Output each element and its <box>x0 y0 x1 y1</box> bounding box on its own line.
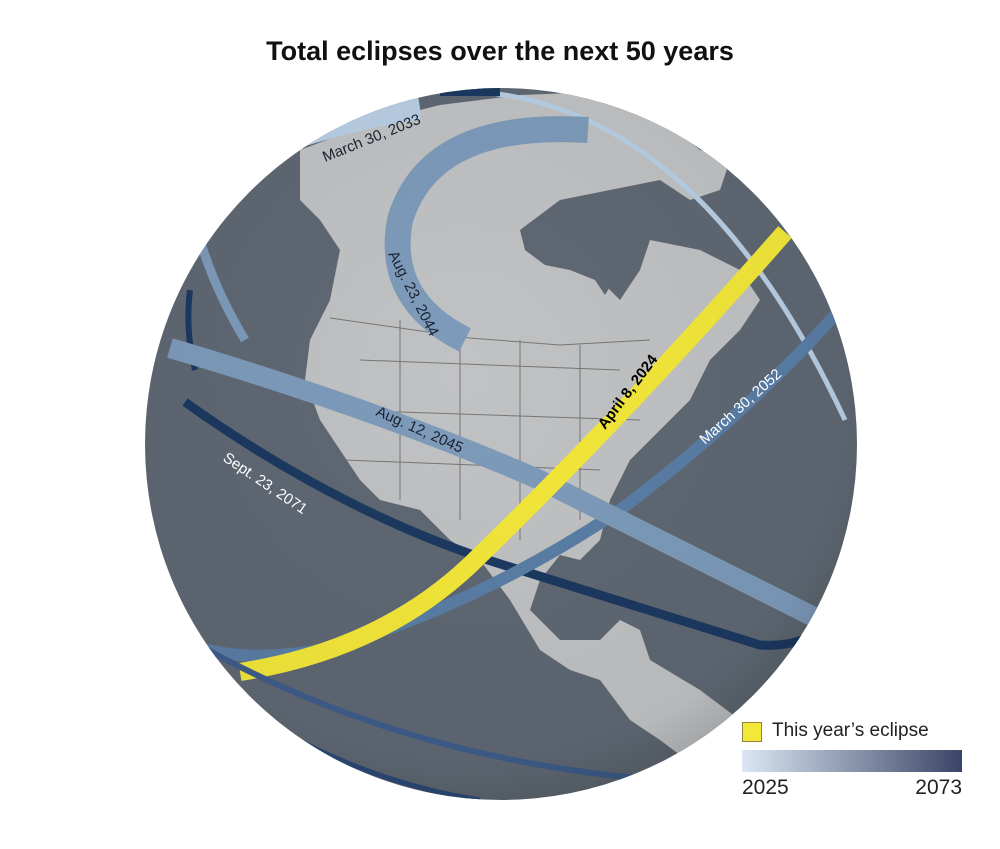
chart-title: Total eclipses over the next 50 years <box>266 36 734 66</box>
legend-year-gradient <box>742 750 962 772</box>
legend-scale-max: 2073 <box>915 776 962 799</box>
legend-this-year-label: This year’s eclipse <box>772 720 929 741</box>
legend-scale-min: 2025 <box>742 776 789 799</box>
legend-swatch-this-year <box>742 722 762 742</box>
